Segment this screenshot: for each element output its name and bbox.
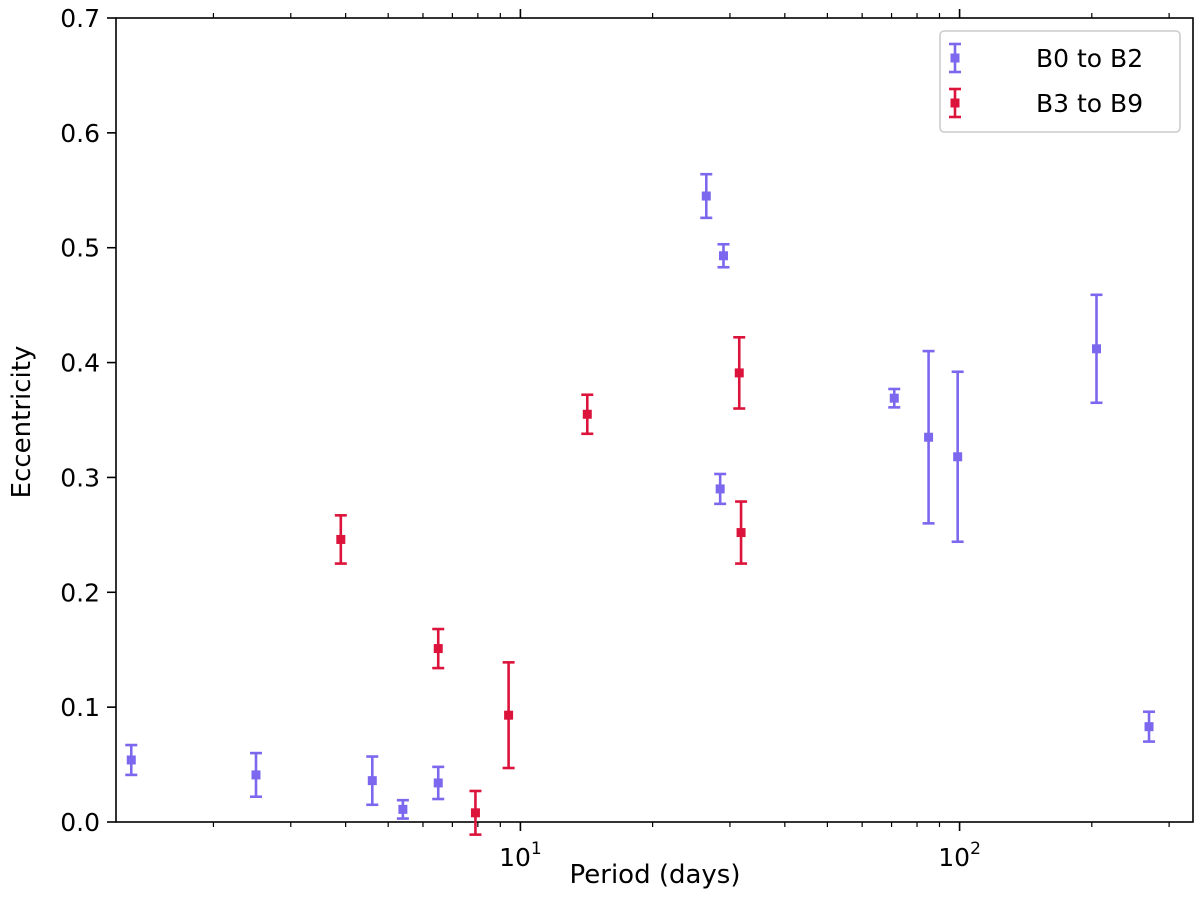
point-marker xyxy=(734,368,744,378)
data-point xyxy=(735,500,748,565)
point-marker xyxy=(367,776,377,786)
point-marker xyxy=(701,191,711,201)
y-axis-ticks: 0.0 0.1 0.2 0.3 0.4 0.5 0.6 0.7 xyxy=(60,4,116,837)
point-marker xyxy=(1092,344,1102,354)
point-marker xyxy=(924,432,934,442)
point-marker xyxy=(433,778,443,788)
y-tick-label: 0.4 xyxy=(60,349,100,378)
data-point xyxy=(733,336,746,410)
series-b3-to-b9 xyxy=(334,336,748,836)
x-tick-label: 102 xyxy=(938,839,981,872)
data-point xyxy=(1143,710,1156,743)
data-point xyxy=(396,798,409,820)
point-marker xyxy=(398,804,408,814)
y-tick-label: 0.3 xyxy=(60,463,100,492)
data-point xyxy=(888,387,901,409)
data-point xyxy=(717,242,730,269)
data-point xyxy=(432,627,445,670)
legend-label: B3 to B9 xyxy=(1036,89,1143,118)
point-marker xyxy=(504,710,514,720)
point-marker xyxy=(953,452,963,462)
legend-item: B3 to B9 xyxy=(949,87,1143,119)
data-point xyxy=(700,172,713,220)
data-point xyxy=(1090,293,1103,405)
legend-label: B0 to B2 xyxy=(1036,44,1143,73)
legend: B0 to B2 B3 to B9 xyxy=(939,30,1181,133)
point-marker xyxy=(336,534,346,544)
y-axis-label: Eccentricity xyxy=(7,346,37,499)
data-series xyxy=(125,172,1156,836)
point-marker xyxy=(433,644,443,654)
point-marker xyxy=(715,484,725,494)
y-tick-label: 0.1 xyxy=(60,693,100,722)
data-point xyxy=(366,755,379,807)
data-point xyxy=(334,514,347,565)
point-marker xyxy=(718,251,728,261)
y-tick-label: 0.7 xyxy=(60,4,100,33)
data-point xyxy=(951,370,964,544)
x-tick-label: 101 xyxy=(499,839,542,872)
legend-marker xyxy=(950,53,960,63)
point-marker xyxy=(1144,722,1154,732)
series-b0-to-b2 xyxy=(125,172,1156,820)
legend-marker xyxy=(950,98,960,108)
y-tick-label: 0.2 xyxy=(60,578,100,607)
data-point xyxy=(502,661,515,770)
plot-frame xyxy=(115,17,1194,823)
data-point xyxy=(714,472,727,506)
data-point xyxy=(922,349,935,525)
legend-box xyxy=(939,30,1181,133)
data-point xyxy=(125,743,138,777)
data-point xyxy=(249,751,262,799)
point-marker xyxy=(736,528,746,538)
plot-area xyxy=(115,17,1194,823)
x-axis-ticks: 101 102 xyxy=(212,9,1170,872)
data-point xyxy=(581,393,594,436)
legend-item: B0 to B2 xyxy=(949,42,1143,74)
point-marker xyxy=(582,409,592,419)
x-axis-label: Period (days) xyxy=(570,860,741,890)
y-tick-label: 0.0 xyxy=(60,808,100,837)
point-marker xyxy=(126,755,136,765)
point-marker xyxy=(889,393,899,403)
y-tick-label: 0.5 xyxy=(60,234,100,263)
y-tick-label: 0.6 xyxy=(60,119,100,148)
point-marker xyxy=(251,770,261,780)
point-marker xyxy=(470,808,480,818)
data-point xyxy=(469,789,482,836)
data-point xyxy=(432,765,445,801)
